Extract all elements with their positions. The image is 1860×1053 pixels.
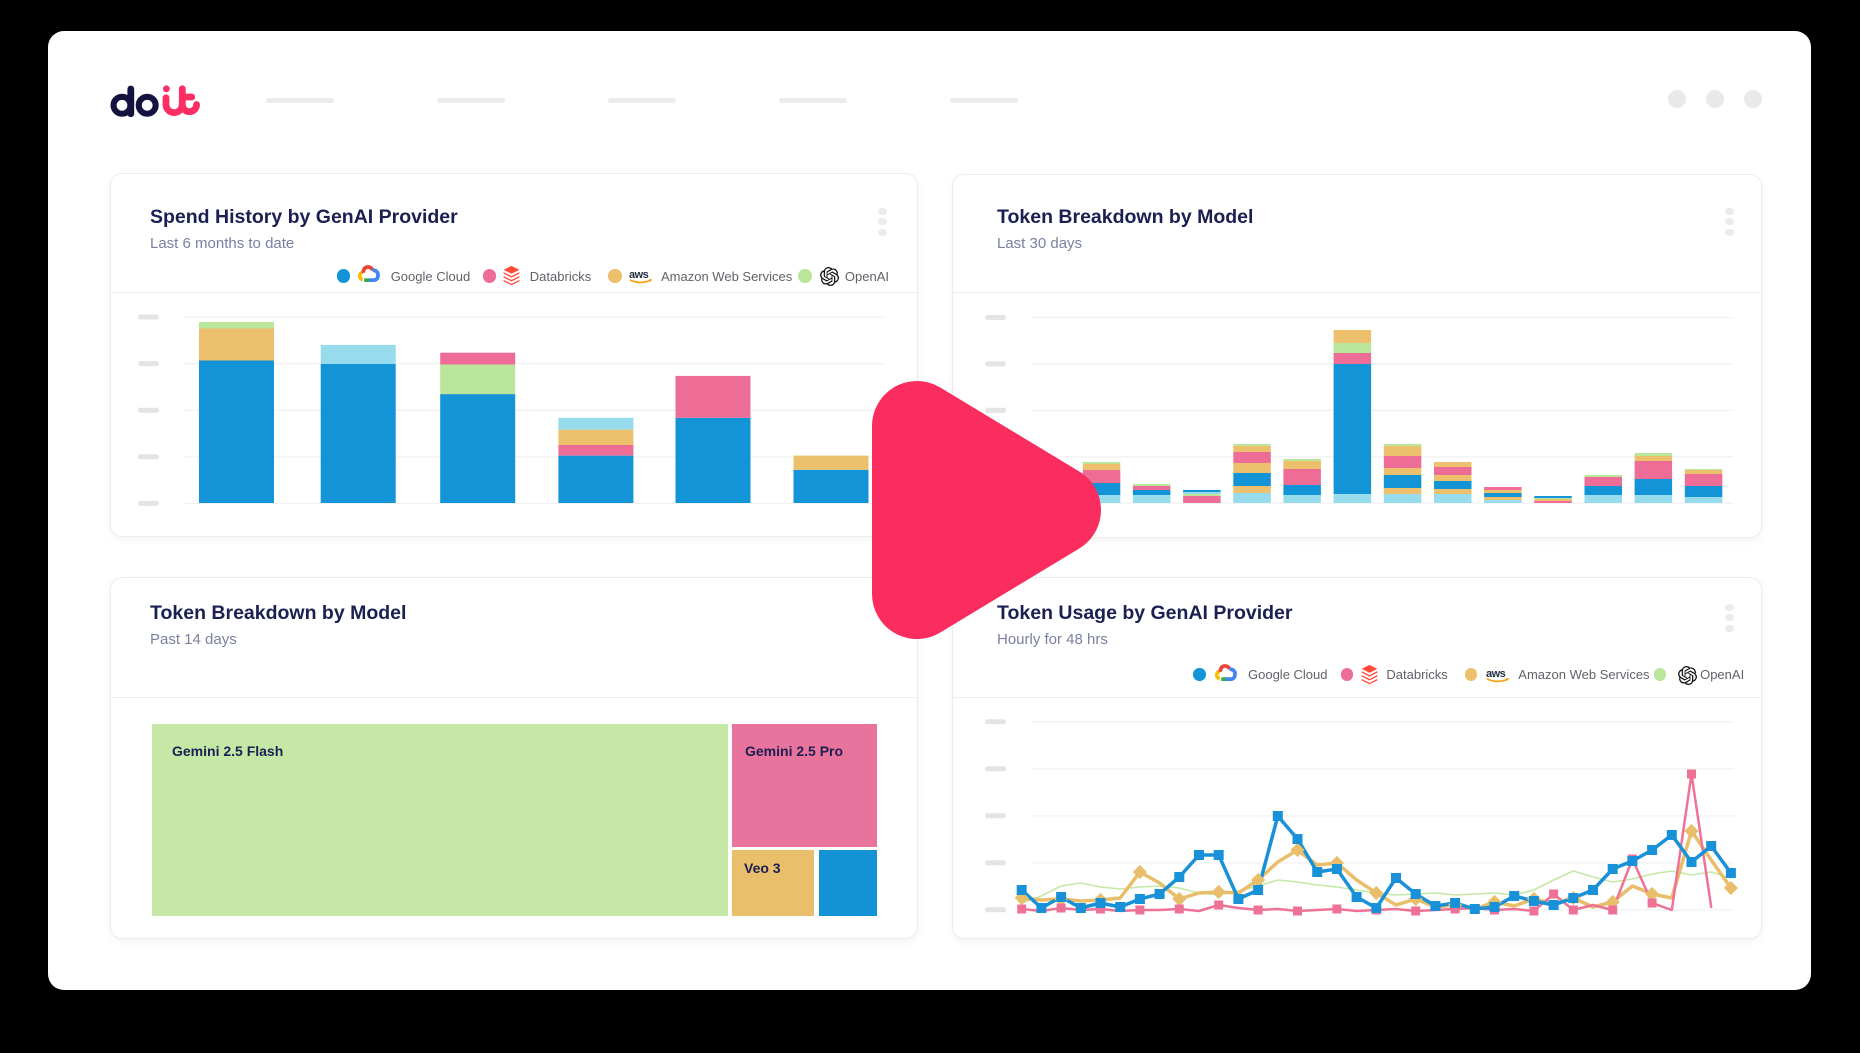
- svg-text:aws: aws: [1486, 668, 1506, 680]
- svg-text:aws: aws: [629, 269, 649, 281]
